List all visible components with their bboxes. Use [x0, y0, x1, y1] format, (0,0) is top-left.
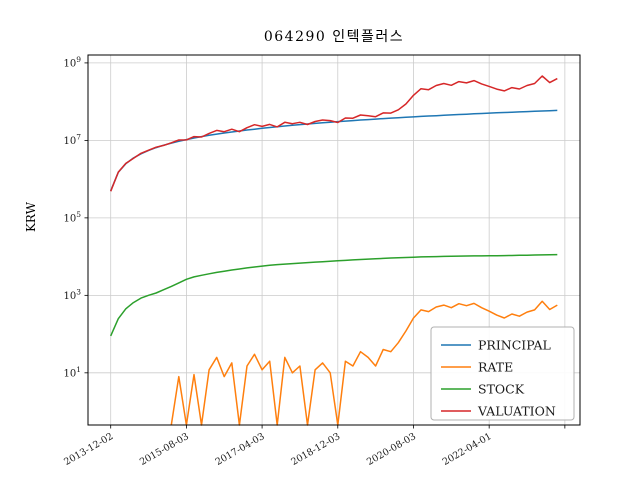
legend-item-principal: PRINCIPAL [441, 338, 551, 353]
legend: PRINCIPAL RATE STOCK VALUATION [430, 326, 575, 421]
svg-text:STOCK: STOCK [478, 382, 525, 397]
legend-box [430, 326, 575, 421]
svg-text:101: 101 [63, 365, 81, 380]
grid [88, 55, 580, 425]
series-line-valuation [110, 75, 558, 192]
svg-text:2017-04-03: 2017-04-03 [214, 431, 267, 468]
x-axis-ticks [110, 425, 566, 429]
y-axis-ticks [84, 62, 88, 374]
legend-item-valuation: VALUATION [441, 404, 556, 419]
svg-text:103: 103 [63, 287, 81, 302]
y-axis-tick-labels: 101 103 105 107 109 [63, 55, 81, 379]
legend-item-rate: RATE [441, 360, 513, 375]
svg-text:107: 107 [63, 132, 81, 147]
svg-text:RATE: RATE [478, 360, 513, 375]
svg-text:2013-12-02: 2013-12-02 [62, 431, 115, 468]
svg-text:109: 109 [63, 55, 81, 70]
svg-text:2022-04-01: 2022-04-01 [441, 431, 494, 468]
plot-border [87, 54, 581, 426]
svg-text:2018-12-03: 2018-12-03 [289, 431, 342, 468]
svg-text:105: 105 [63, 210, 81, 225]
chart-title: 064290 인텍플러스 [263, 29, 405, 45]
y-axis-label: KRW [24, 201, 39, 233]
series-line-principal [110, 109, 558, 192]
series-line-rate [170, 300, 558, 426]
svg-text:2020-08-03: 2020-08-03 [365, 431, 418, 468]
svg-text:2015-08-03: 2015-08-03 [138, 431, 191, 468]
svg-text:VALUATION: VALUATION [477, 404, 556, 419]
legend-item-stock: STOCK [441, 382, 525, 397]
svg-text:PRINCIPAL: PRINCIPAL [478, 338, 551, 353]
series-line-stock [110, 253, 558, 337]
x-axis-tick-labels: 2013-12-02 2015-08-03 2017-04-03 2018-12-03… [62, 431, 493, 468]
